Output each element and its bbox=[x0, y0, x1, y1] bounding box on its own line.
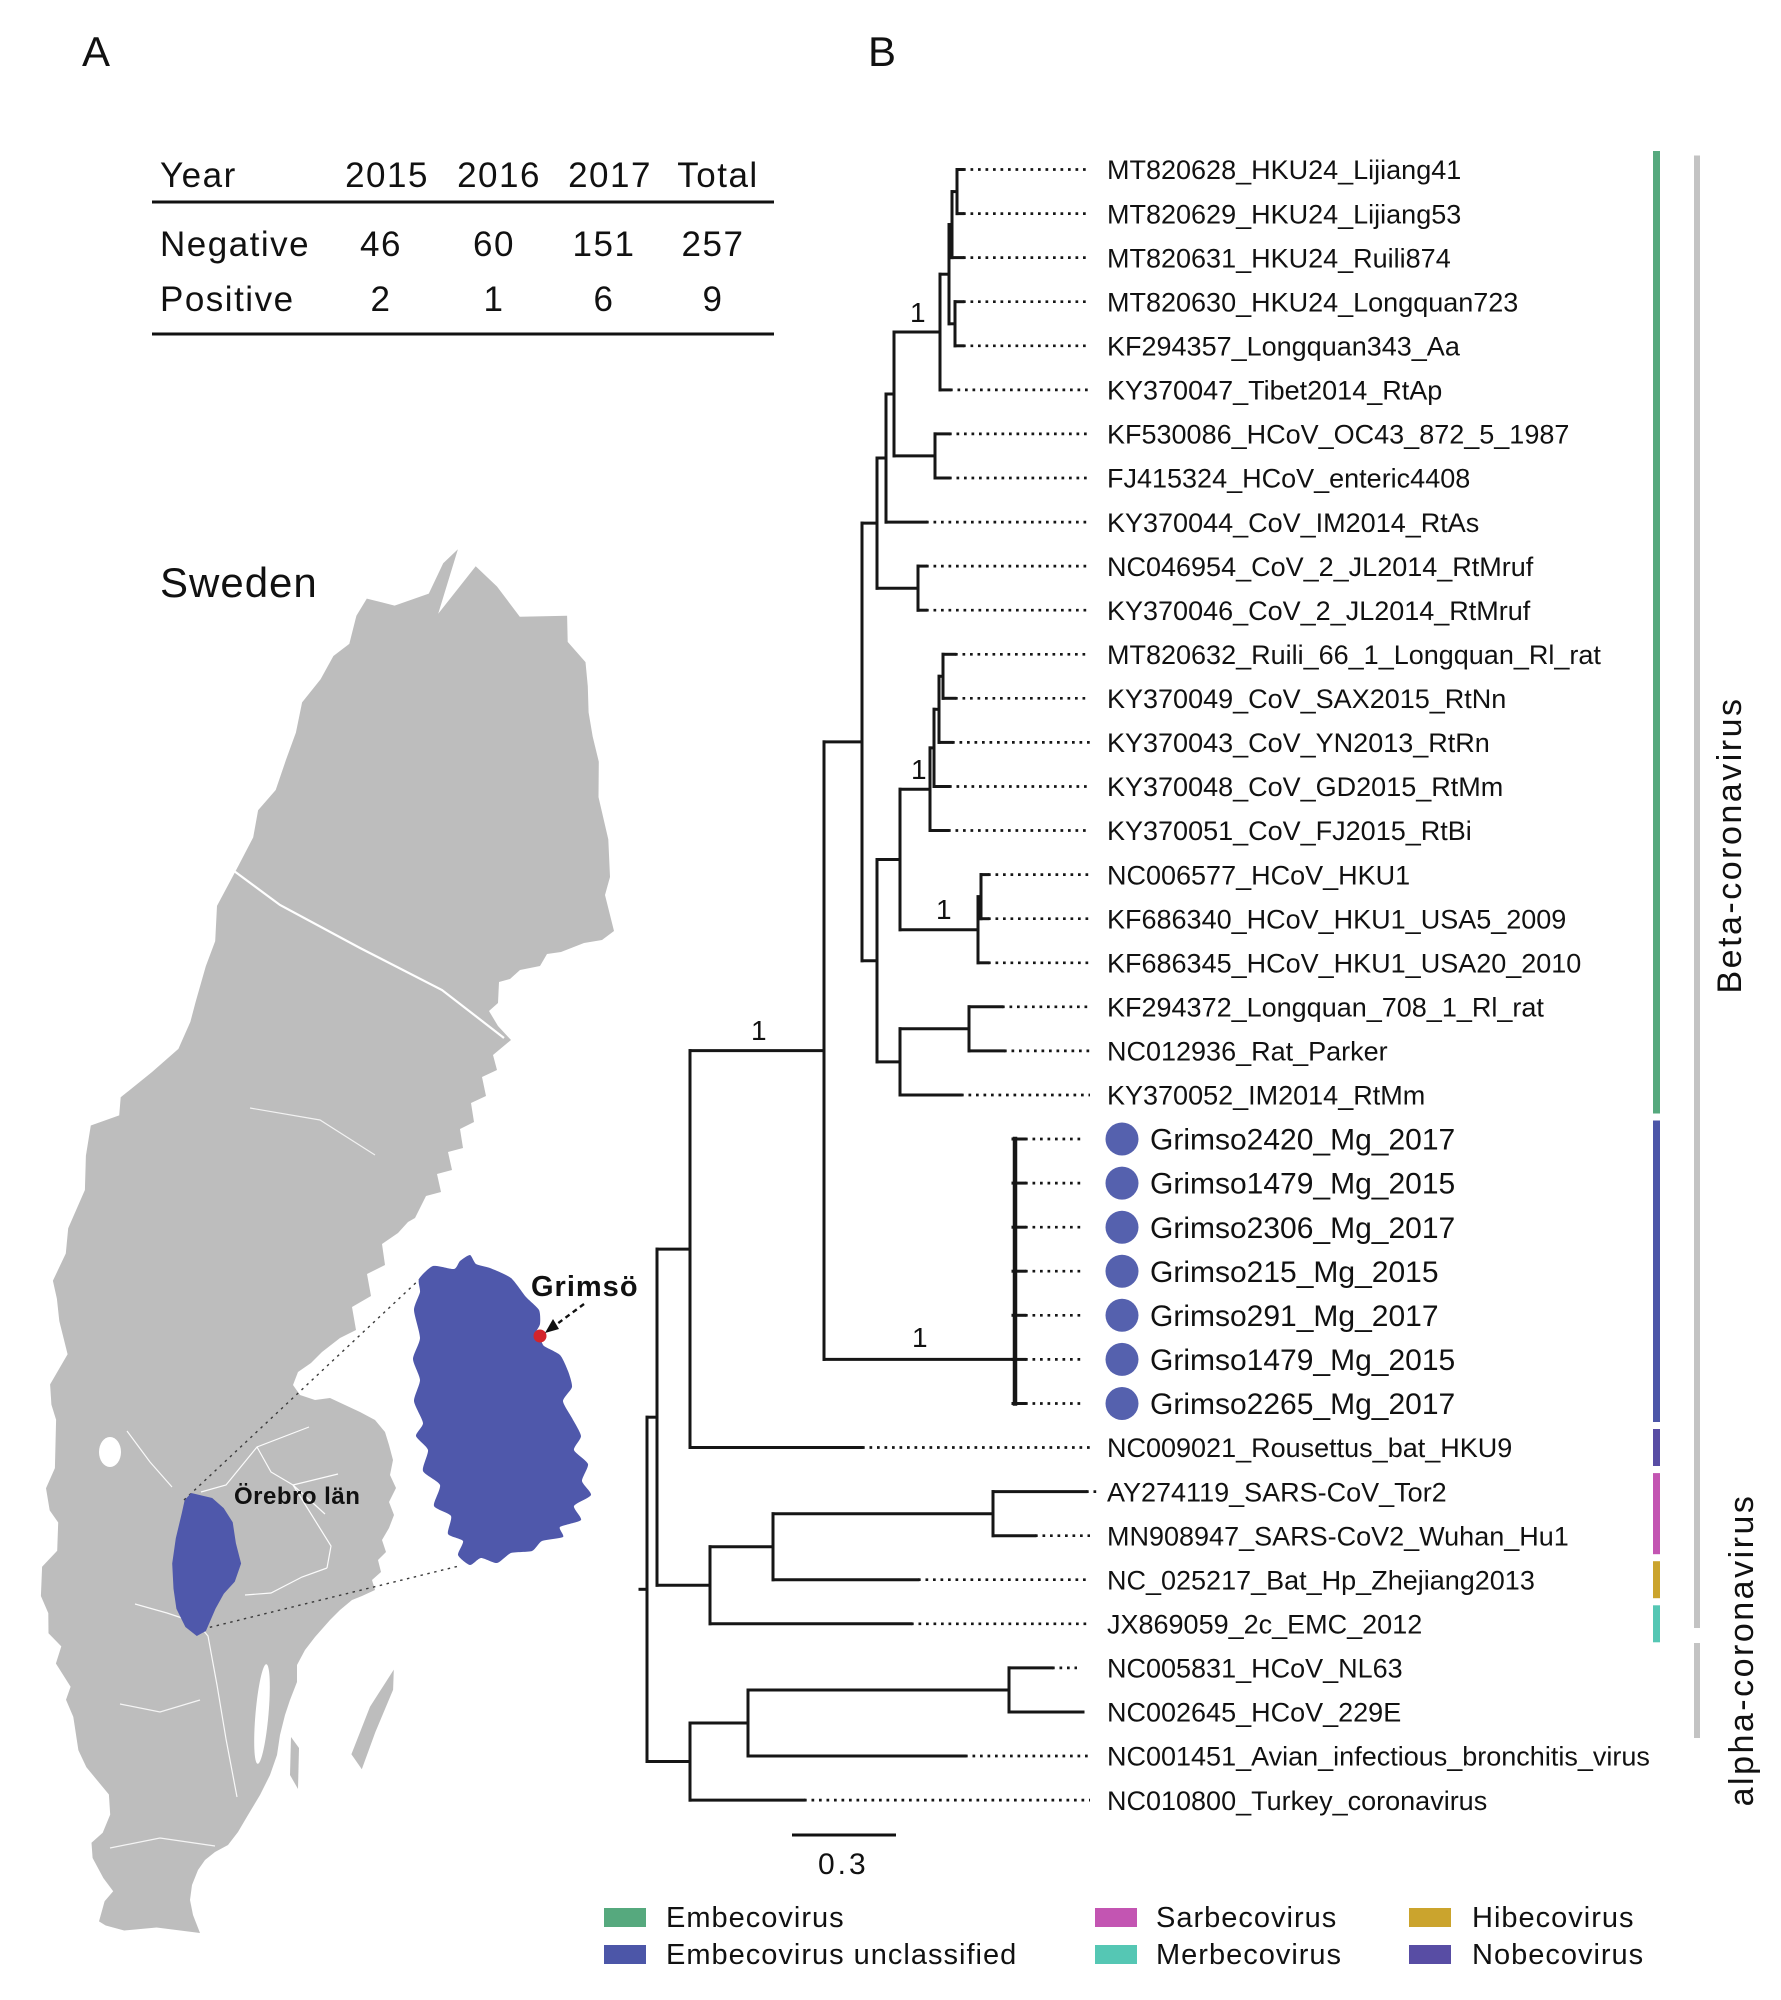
svg-text:KF294357_Longquan343_Aa: KF294357_Longquan343_Aa bbox=[1107, 332, 1461, 362]
svg-text:Sarbecovirus: Sarbecovirus bbox=[1156, 1902, 1337, 1934]
svg-text:NC005831_HCoV_NL63: NC005831_HCoV_NL63 bbox=[1107, 1654, 1403, 1684]
svg-text:Grimso2420_Mg_2017: Grimso2420_Mg_2017 bbox=[1150, 1124, 1455, 1157]
svg-text:NC002645_HCoV_229E: NC002645_HCoV_229E bbox=[1107, 1698, 1401, 1728]
svg-text:JX869059_2c_EMC_2012: JX869059_2c_EMC_2012 bbox=[1107, 1610, 1422, 1640]
svg-text:AY274119_SARS-CoV_Tor2: AY274119_SARS-CoV_Tor2 bbox=[1107, 1477, 1447, 1507]
svg-text:MN908947_SARS-CoV2_Wuhan_Hu1: MN908947_SARS-CoV2_Wuhan_Hu1 bbox=[1107, 1521, 1569, 1551]
svg-text:46: 46 bbox=[360, 225, 402, 264]
svg-text:NC_025217_Bat_Hp_Zhejiang2013: NC_025217_Bat_Hp_Zhejiang2013 bbox=[1107, 1565, 1535, 1595]
svg-text:Nobecovirus: Nobecovirus bbox=[1472, 1939, 1644, 1971]
svg-text:KF530086_HCoV_OC43_872_5_1987: KF530086_HCoV_OC43_872_5_1987 bbox=[1107, 420, 1569, 450]
svg-text:2015: 2015 bbox=[345, 156, 429, 195]
svg-text:Sweden: Sweden bbox=[160, 559, 318, 606]
svg-text:KY370047_Tibet2014_RtAp: KY370047_Tibet2014_RtAp bbox=[1107, 376, 1442, 406]
svg-text:1: 1 bbox=[911, 754, 927, 785]
svg-text:1: 1 bbox=[910, 297, 926, 328]
svg-text:2017: 2017 bbox=[568, 156, 652, 195]
svg-text:Grimso1479_Mg_2015: Grimso1479_Mg_2015 bbox=[1150, 1168, 1455, 1201]
svg-text:MT820628_HKU24_Lijiang41: MT820628_HKU24_Lijiang41 bbox=[1107, 155, 1461, 185]
svg-text:KF686345_HCoV_HKU1_USA20_2010: KF686345_HCoV_HKU1_USA20_2010 bbox=[1107, 949, 1581, 979]
svg-text:Grimso215_Mg_2015: Grimso215_Mg_2015 bbox=[1150, 1256, 1439, 1289]
svg-text:1: 1 bbox=[751, 1015, 767, 1046]
svg-text:Grimsö: Grimsö bbox=[531, 1271, 639, 1303]
svg-text:6: 6 bbox=[594, 280, 615, 319]
svg-text:MT820631_HKU24_Ruili874: MT820631_HKU24_Ruili874 bbox=[1107, 243, 1451, 273]
svg-text:KY370051_CoV_FJ2015_RtBi: KY370051_CoV_FJ2015_RtBi bbox=[1107, 816, 1472, 846]
svg-text:NC009021_Rousettus_bat_HKU9: NC009021_Rousettus_bat_HKU9 bbox=[1107, 1433, 1512, 1463]
svg-text:Embecovirus: Embecovirus bbox=[666, 1902, 845, 1934]
svg-text:MT820632_Ruili_66_1_Longquan_R: MT820632_Ruili_66_1_Longquan_Rl_rat bbox=[1107, 640, 1601, 670]
svg-text:2016: 2016 bbox=[457, 156, 541, 195]
svg-text:Positive: Positive bbox=[160, 280, 295, 319]
svg-text:NC046954_CoV_2_JL2014_RtMruf: NC046954_CoV_2_JL2014_RtMruf bbox=[1107, 552, 1534, 582]
svg-text:KY370048_CoV_GD2015_RtMm: KY370048_CoV_GD2015_RtMm bbox=[1107, 772, 1503, 802]
svg-text:MT820630_HKU24_Longquan723: MT820630_HKU24_Longquan723 bbox=[1107, 287, 1518, 317]
svg-text:1: 1 bbox=[484, 280, 505, 319]
svg-text:MT820629_HKU24_Lijiang53: MT820629_HKU24_Lijiang53 bbox=[1107, 199, 1461, 229]
svg-text:Örebro län: Örebro län bbox=[234, 1483, 360, 1510]
svg-text:B: B bbox=[868, 28, 896, 75]
svg-text:1: 1 bbox=[912, 1322, 928, 1353]
svg-text:Grimso2306_Mg_2017: Grimso2306_Mg_2017 bbox=[1150, 1212, 1455, 1245]
svg-text:Grimso291_Mg_2017: Grimso291_Mg_2017 bbox=[1150, 1300, 1439, 1333]
svg-text:NC010800_Turkey_coronavirus: NC010800_Turkey_coronavirus bbox=[1107, 1786, 1487, 1816]
svg-text:151: 151 bbox=[573, 225, 636, 264]
svg-text:NC006577_HCoV_HKU1: NC006577_HCoV_HKU1 bbox=[1107, 860, 1410, 890]
svg-text:Year: Year bbox=[160, 156, 237, 195]
svg-text:FJ415324_HCoV_enteric4408: FJ415324_HCoV_enteric4408 bbox=[1107, 464, 1470, 494]
svg-text:0.3: 0.3 bbox=[818, 1848, 869, 1881]
svg-text:Hibecovirus: Hibecovirus bbox=[1472, 1902, 1635, 1934]
svg-text:KY370049_CoV_SAX2015_RtNn: KY370049_CoV_SAX2015_RtNn bbox=[1107, 684, 1506, 714]
svg-text:KY370046_CoV_2_JL2014_RtMruf: KY370046_CoV_2_JL2014_RtMruf bbox=[1107, 596, 1531, 626]
svg-text:A: A bbox=[82, 28, 110, 75]
svg-text:KY370044_CoV_IM2014_RtAs: KY370044_CoV_IM2014_RtAs bbox=[1107, 508, 1479, 538]
svg-text:NC001451_Avian_infectious_bron: NC001451_Avian_infectious_bronchitis_vir… bbox=[1107, 1742, 1650, 1772]
svg-text:9: 9 bbox=[703, 280, 724, 319]
svg-text:Grimso1479_Mg_2015: Grimso1479_Mg_2015 bbox=[1150, 1344, 1455, 1377]
svg-text:KY370043_CoV_YN2013_RtRn: KY370043_CoV_YN2013_RtRn bbox=[1107, 728, 1490, 758]
svg-text:Grimso2265_Mg_2017: Grimso2265_Mg_2017 bbox=[1150, 1388, 1455, 1421]
svg-text:NC012936_Rat_Parker: NC012936_Rat_Parker bbox=[1107, 1037, 1388, 1067]
svg-text:Beta-coronavirus: Beta-coronavirus bbox=[1711, 696, 1749, 993]
svg-text:KY370052_IM2014_RtMm: KY370052_IM2014_RtMm bbox=[1107, 1081, 1425, 1111]
svg-text:KF686340_HCoV_HKU1_USA5_2009: KF686340_HCoV_HKU1_USA5_2009 bbox=[1107, 904, 1566, 934]
svg-text:60: 60 bbox=[473, 225, 515, 264]
svg-text:Merbecovirus: Merbecovirus bbox=[1156, 1939, 1342, 1971]
svg-text:2: 2 bbox=[371, 280, 392, 319]
svg-text:KF294372_Longquan_708_1_Rl_rat: KF294372_Longquan_708_1_Rl_rat bbox=[1107, 993, 1544, 1023]
svg-text:Negative: Negative bbox=[160, 225, 310, 264]
svg-text:Embecovirus unclassified: Embecovirus unclassified bbox=[666, 1939, 1017, 1971]
svg-text:1: 1 bbox=[936, 894, 952, 925]
svg-text:Total: Total bbox=[677, 156, 758, 195]
svg-text:alpha-coronavirus: alpha-coronavirus bbox=[1723, 1494, 1761, 1807]
svg-text:257: 257 bbox=[682, 225, 745, 264]
